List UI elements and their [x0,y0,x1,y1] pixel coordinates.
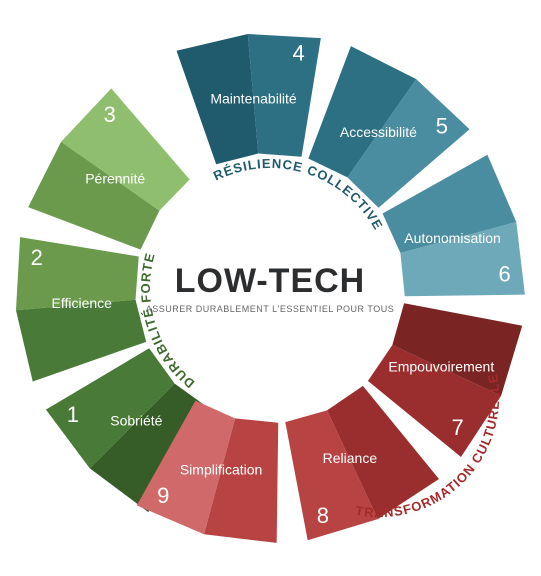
segment-label-8: Reliance [323,450,378,466]
segment-label-6: Autonomisation [404,230,501,246]
center-subtitle: ASSURER DURABLEMENT L'ESSENTIEL POUR TOU… [146,304,394,314]
segment-number-4: 4 [293,41,305,66]
segment-label-2: Efficience [51,295,112,311]
center-title: LOW-TECH [175,262,366,300]
segment-number-7: 7 [452,415,464,440]
segment-number-3: 3 [104,102,116,127]
segment-number-5: 5 [436,114,448,139]
segment-label-4: Maintenabilité [210,90,297,106]
segment-number-2: 2 [31,245,43,270]
segment-number-8: 8 [317,503,329,528]
low-tech-diagram: Sobriété 1 Efficience 2 Pérennité 3 Maintenabi… [0,0,541,576]
segment-number-6: 6 [499,262,511,287]
segment-label-1: Sobriété [110,412,162,428]
segment-label-3: Pérennité [85,170,145,186]
segment-label-5: Accessibilité [340,124,417,140]
segment-label-9: Simplification [180,461,262,477]
segment-number-9: 9 [157,483,169,508]
segment-number-1: 1 [67,402,79,427]
segment-label-7: Empouvoirement [388,359,494,375]
